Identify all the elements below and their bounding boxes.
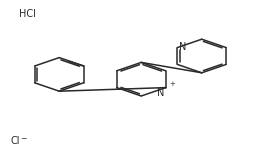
Text: N: N <box>179 42 187 52</box>
Text: HCl: HCl <box>19 9 36 19</box>
Text: N: N <box>157 88 164 98</box>
Text: Cl: Cl <box>11 136 20 146</box>
Text: +: + <box>169 81 175 87</box>
Text: −: − <box>20 134 26 143</box>
